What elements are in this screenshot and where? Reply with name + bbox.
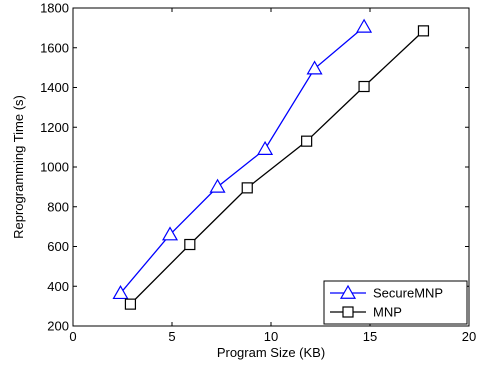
x-tick-label: 15 [363,329,377,344]
series-line-mnp [129,30,424,305]
legend-label-securemnp: SecureMNP [373,286,443,301]
data-point-securemnp [209,178,226,193]
legend: SecureMNP MNP [323,280,468,325]
y-tick-label: 1000 [40,160,69,175]
y-tick-label: 1400 [40,80,69,95]
data-point-securemnp [112,284,129,300]
data-point-mnp [184,238,196,251]
x-tick-label: 0 [69,329,76,344]
y-tick-label: 1600 [40,40,69,55]
data-point-mnp [301,135,313,147]
y-tick-label: 1800 [40,1,69,16]
plot-area [72,7,470,327]
data-point-securemnp [356,18,373,33]
x-tick-label: 20 [462,329,476,344]
data-point-mnp [124,298,137,310]
data-point-securemnp [161,226,179,241]
y-axis-label: Reprogramming Time (s) [11,95,26,239]
y-tick-label: 400 [47,279,69,294]
series-layer [112,18,430,310]
y-tick-label: 200 [47,319,69,334]
y-tick-label: 800 [47,199,69,214]
data-point-securemnp [306,60,323,75]
legend-marker-mnp [342,306,354,318]
data-point-securemnp [257,140,274,155]
legend-label-mnp: MNP [373,305,402,320]
x-axis-label: Program Size (KB) [217,345,325,360]
data-point-mnp [241,182,253,194]
y-tick-label: 1200 [40,120,69,135]
x-tick-label: 5 [168,329,175,344]
y-tick-label: 600 [47,239,69,254]
series-line-securemnp [120,26,365,294]
y-axis-ticks: 200 400 600 800 1000 1200 1400 1600 1800 [40,1,469,334]
data-point-mnp [417,25,430,37]
x-axis-ticks: 0 5 10 15 20 [69,8,476,344]
legend-marker-securemnp [339,284,357,299]
x-tick-label: 10 [264,329,278,344]
data-point-mnp [358,80,370,93]
